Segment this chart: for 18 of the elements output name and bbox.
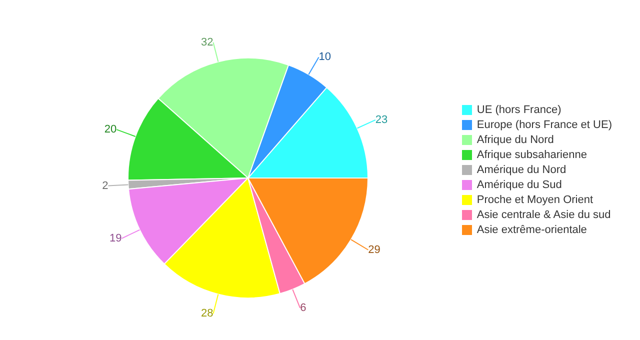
legend-label: UE (hors France) [476, 104, 562, 116]
data-label: 6 [300, 302, 306, 314]
legend-label: Proche et Moyen Orient [476, 194, 594, 206]
legend-label: Amérique du Nord [476, 164, 566, 176]
legend-label: Asie centrale & Asie du sud [476, 209, 611, 221]
legend-label: Asie extrême-orientale [476, 224, 587, 236]
legend-label: Afrique du Nord [476, 134, 554, 146]
data-label: 29 [368, 244, 380, 256]
data-label: 10 [318, 51, 331, 64]
data-label: 2 [102, 180, 108, 192]
legend-label: Afrique subsaharienne [476, 149, 587, 161]
data-label: 32 [200, 36, 214, 48]
data-label: 19 [109, 232, 122, 244]
data-label: 28 [200, 308, 214, 320]
legend-label: Amérique du Sud [476, 179, 562, 191]
legend-label: Europe (hors France et UE) [476, 119, 612, 131]
data-label: 23 [375, 114, 388, 126]
data-label: 20 [104, 124, 117, 136]
